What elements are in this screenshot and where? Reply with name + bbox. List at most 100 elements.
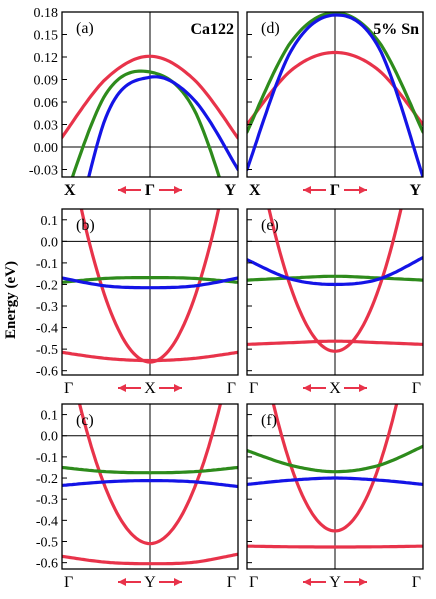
panel-a: 0.18 0.15 0.12 0.09 0.06 0.03 0.00 -0.03 (a) Ca12… (29, 6, 239, 199)
panel-frame (61, 208, 239, 376)
panel-c: 0.1 0.0 -0.1 -0.2 -0.3 -0.4 -0.5 -0.6 (c) Γ Y Γ (36, 403, 239, 591)
arrow-head (118, 578, 126, 586)
panel-label: (f) (261, 412, 277, 429)
x-tick-label: Y (224, 182, 236, 199)
panel-label: (c) (76, 412, 94, 429)
band-line-blue (62, 276, 238, 290)
y-tick-label: 0.0 (41, 430, 59, 445)
band-line-red (62, 350, 238, 363)
arrow-head (118, 186, 126, 194)
band-line-red (62, 552, 238, 566)
series-group (247, 404, 423, 549)
x-tick-label: Y (409, 182, 421, 199)
y-tick-label: -0.1 (36, 257, 58, 272)
panel-label: (e) (261, 217, 279, 234)
panel-label: (a) (76, 20, 94, 37)
x-tick-label: Y (144, 574, 156, 591)
y-tick-label: -0.03 (29, 164, 58, 179)
panel-frame (246, 403, 424, 570)
y-tick-label: -0.3 (36, 493, 58, 508)
arrow-head (174, 384, 182, 392)
band-line-blue (247, 476, 423, 486)
band-line-blue (247, 13, 423, 177)
x-tick-label: Γ (145, 182, 155, 199)
panel-label: (d) (261, 20, 280, 37)
band-line-green (247, 12, 423, 134)
band-line-blue (247, 255, 423, 287)
x-tick-label: X (329, 380, 341, 397)
y-tick-label: -0.2 (36, 278, 58, 293)
band-line-red (62, 54, 238, 140)
arrow-head (174, 578, 182, 586)
y-tick-label: 0.1 (41, 214, 59, 229)
x-tick-label: Γ (227, 380, 236, 397)
y-tick-label: -0.2 (36, 472, 58, 487)
series-group (62, 209, 238, 364)
panel-e: (e) Γ X Γ (246, 208, 424, 397)
x-tick-label: X (64, 182, 76, 199)
panel-annotation: 5% Sn (373, 21, 419, 38)
x-tick-label: Y (329, 574, 341, 591)
y-tick-label: 0.06 (34, 96, 59, 111)
panel-d: (d) 5% Sn X Γ Y (246, 11, 424, 199)
band-line-green (62, 465, 238, 475)
x-tick-label: Γ (227, 574, 236, 591)
y-axis-label: Energy (eV) (3, 261, 19, 339)
panel-label: (b) (76, 217, 95, 234)
arrow-head (303, 384, 311, 392)
series-group (62, 54, 238, 177)
y-tick-label: -0.5 (36, 536, 58, 551)
band-line-blue (62, 479, 238, 489)
arrow-head (359, 186, 367, 194)
y-tick-label: -0.5 (36, 343, 58, 358)
x-tick-label: Γ (412, 380, 421, 397)
band-line-green (70, 69, 221, 177)
y-tick-label: -0.4 (36, 514, 58, 529)
x-tick-label: Γ (412, 574, 421, 591)
arrow-head (303, 578, 311, 586)
y-tick-label: 0.00 (34, 141, 59, 156)
y-tick-label: -0.4 (36, 322, 58, 337)
band-line-green (247, 274, 423, 282)
arrow-head (359, 384, 367, 392)
panel-f: (f) Γ Y Γ (246, 403, 424, 591)
series-group (247, 209, 423, 353)
band-line-red (271, 404, 399, 533)
arrow-head (303, 186, 311, 194)
band-line-green (62, 276, 238, 284)
panel-frame (246, 208, 424, 376)
panel-frame (61, 403, 239, 570)
x-tick-label: X (249, 182, 261, 199)
x-tick-label: Γ (64, 380, 73, 397)
arrow-head (359, 578, 367, 586)
y-tick-label: 0.03 (34, 119, 59, 134)
arrow-head (174, 186, 182, 194)
y-tick-label: -0.6 (36, 557, 58, 572)
x-tick-label: Γ (249, 574, 258, 591)
x-tick-label: X (144, 380, 156, 397)
y-tick-label: 0.1 (41, 409, 59, 424)
y-tick-label: 0.18 (34, 6, 59, 21)
y-tick-label: 0.09 (34, 74, 59, 89)
y-tick-label: -0.6 (36, 365, 58, 380)
y-tick-label: -0.3 (36, 300, 58, 315)
y-tick-label: 0.15 (34, 29, 59, 44)
panel-frame (61, 11, 239, 178)
panel-frame (246, 11, 424, 178)
panel-b: 0.1 0.0 -0.1 -0.2 -0.3 -0.4 -0.5 -0.6 (b) Γ X Γ (36, 208, 239, 397)
panel-annotation: Ca122 (190, 21, 234, 38)
band-line-red (247, 339, 423, 346)
y-tick-label: 0.0 (41, 235, 59, 250)
arrow-head (118, 384, 126, 392)
band-line-red (247, 544, 423, 549)
series-group (247, 12, 423, 177)
y-tick-label: 0.12 (34, 51, 59, 66)
x-tick-label: Γ (330, 182, 340, 199)
series-group (62, 404, 238, 566)
band-line-green (247, 444, 423, 474)
y-tick-label: -0.1 (36, 451, 58, 466)
x-tick-label: Γ (64, 574, 73, 591)
band-line-blue (87, 75, 238, 177)
band-line-red (267, 209, 403, 353)
